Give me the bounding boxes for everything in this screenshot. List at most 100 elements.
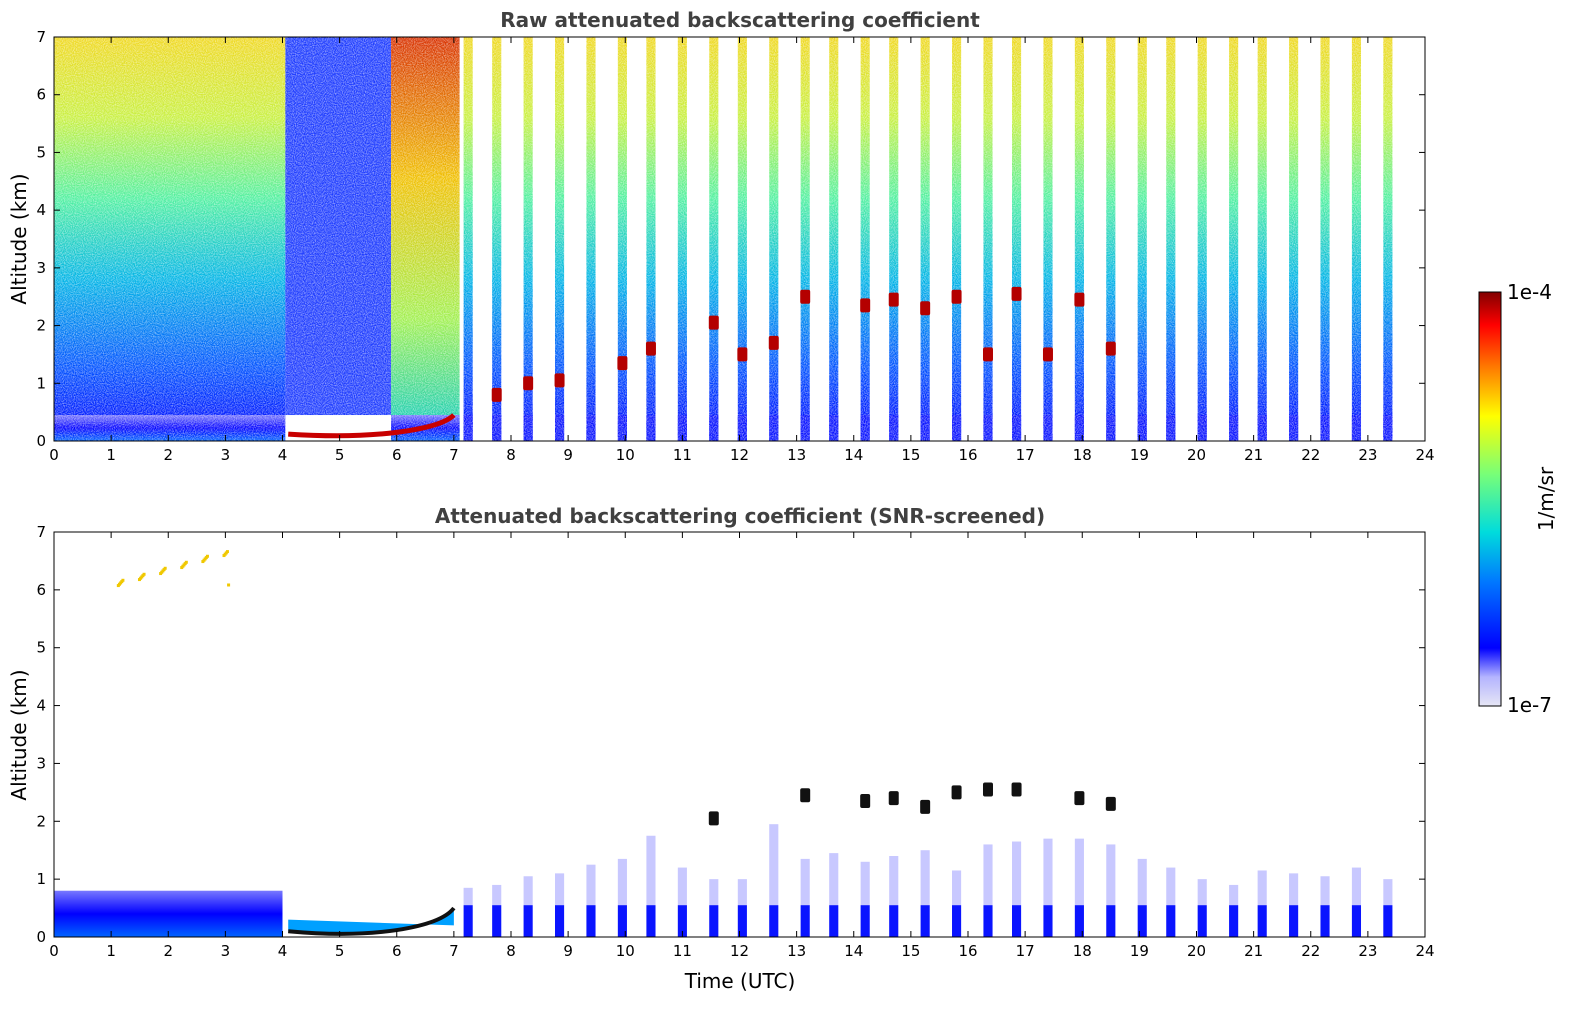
screened-profile-strip [920,905,930,937]
raw-low-cloud [288,413,456,439]
x-tick-label: 8 [506,446,516,464]
x-tick-label: 24 [1415,446,1434,464]
y-tick-label: 0 [36,432,46,450]
cloud-layer-mark [737,347,748,362]
screened-profile-strip [677,905,687,937]
x-tick-label: 4 [278,446,288,464]
x-tick-label: 15 [901,942,920,960]
screened-boundary-layer [54,890,283,937]
screened-aerosol-point [184,560,188,564]
screened-profile-strip [769,905,779,937]
screened-profile-strip [1106,905,1116,937]
screened-aerosol-point [121,578,125,582]
screened-profile-top [1137,858,1147,906]
raw-ticks: 0 1 2 3 4 5 6 7 8 9 10 11 12 13 14 15 16 17 18 19 20 21 22 23 24… [36,28,1434,464]
cloud-layer-mark [1011,782,1022,797]
cloud-layer-mark [1074,791,1085,806]
y-tick-label: 3 [36,754,46,772]
screened-profile-top [829,853,839,906]
raw-panel: 0 1 2 3 4 5 6 7 8 9 10 11 12 13 14 15 16 17 18 19 20 21 22 23 24… [7,8,1435,464]
cloud-layer-mark [523,376,534,391]
colorbar: 1e-4 1e-7 1/m/sr [1478,280,1558,717]
screened-profile-top [617,858,627,906]
x-tick-label: 10 [616,446,635,464]
x-tick-label: 11 [673,446,692,464]
screened-profile-top [463,887,473,906]
screened-profile-strip [889,905,899,937]
cloud-layer-mark [1105,341,1116,356]
screened-x-axis-label: Time (UTC) [684,969,796,993]
y-tick-label: 7 [36,28,46,46]
x-tick-label: 14 [844,942,863,960]
x-tick-label: 20 [1187,446,1206,464]
x-tick-label: 18 [1073,446,1092,464]
screened-aerosol-point [225,550,229,554]
screened-profile-strip [1074,905,1084,937]
x-tick-label: 9 [563,446,573,464]
screened-panel: 0 1 2 3 4 5 6 7 8 9 10 11 12 13 14 15 16 17 18 19 20 21 22 23 24… [7,504,1435,993]
cloud-layer-mark [1074,292,1085,307]
screened-heatmap [54,550,1393,937]
screened-aerosol-point [142,572,146,576]
screened-profile-strip [1166,905,1176,937]
screened-profile-top [1106,844,1116,906]
x-tick-label: 6 [392,446,402,464]
x-tick-label: 22 [1301,942,1320,960]
y-tick-label: 5 [36,143,46,161]
x-tick-label: 4 [278,942,288,960]
screened-profile-top [523,876,533,906]
screened-profile-strip [983,905,993,937]
screened-profile-top [983,844,993,906]
x-tick-label: 2 [163,446,173,464]
x-tick-label: 3 [221,446,231,464]
screened-profile-strip [646,905,656,937]
y-tick-label: 0 [36,928,46,946]
screened-profile-strip [860,905,870,937]
screened-profile-top [1257,870,1267,906]
screened-axes-frame [53,531,1426,938]
screened-profile-top [889,856,899,906]
colorbar-max-label: 1e-4 [1507,280,1552,304]
screened-y-axis-label: Altitude (km) [7,669,31,800]
cloud-layer-mark [708,315,719,330]
cloud-layer-mark [982,782,993,797]
screened-profile-strip [829,905,839,937]
screened-profile-strip [737,905,747,937]
screened-profile-strip [1257,905,1267,937]
screened-profile-top [586,864,596,906]
y-tick-label: 6 [36,581,46,599]
screened-profile-strip [1197,905,1207,937]
x-tick-label: 13 [787,446,806,464]
raw-y-axis-label: Altitude (km) [7,173,31,304]
x-tick-label: 17 [1016,942,1035,960]
x-tick-label: 21 [1244,942,1263,960]
screened-aerosol-point [163,566,167,570]
y-tick-label: 5 [36,639,46,657]
screened-profile-strip [617,905,627,937]
raw-heatmap [54,37,1425,441]
x-tick-label: 2 [163,942,173,960]
cloud-layer-mark [1011,286,1022,301]
x-tick-label: 18 [1073,942,1092,960]
screened-profile-strip [1351,905,1362,937]
x-tick-label: 1 [106,942,116,960]
cloud-layer-mark [768,335,779,350]
x-tick-label: 8 [506,942,516,960]
x-tick-label: 19 [1130,446,1149,464]
screened-profile-top [1197,879,1207,906]
screened-profile-top [1229,884,1239,906]
cloud-layer-mark [860,794,871,809]
screened-profile-top [1166,867,1176,906]
screened-low-cloud [288,906,456,936]
x-tick-label: 15 [901,446,920,464]
x-tick-label: 3 [221,942,231,960]
screened-profile-top [800,858,810,906]
cloud-layer-mark [888,292,899,307]
screened-profile-strip [554,905,565,937]
screened-profile-top [952,870,962,906]
screened-ticks: 0 1 2 3 4 5 6 7 8 9 10 11 12 13 14 15 16 17 18 19 20 21 22 23 24… [36,523,1434,960]
raw-noise-overlay [54,37,1425,441]
screened-aerosol-point [205,554,209,558]
colorbar-gradient [1478,291,1502,707]
